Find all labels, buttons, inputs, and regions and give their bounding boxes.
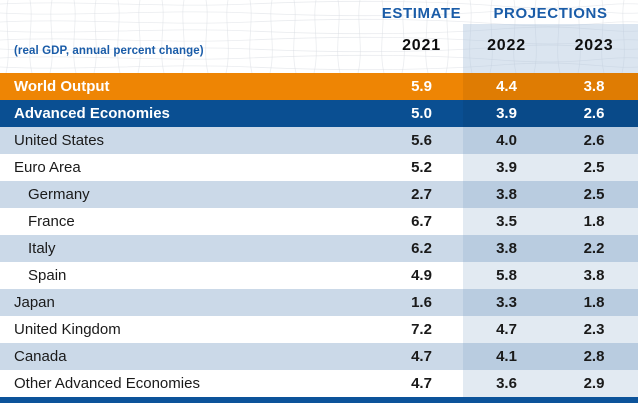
estimate-column-header: ESTIMATE — [381, 5, 462, 22]
gdp-value-2022: 4.0 — [463, 127, 550, 154]
table-row: Germany 2.7 3.8 2.5 — [0, 181, 638, 208]
gdp-value-2023: 2.6 — [550, 127, 638, 154]
economy-label: United Kingdom — [14, 321, 121, 338]
economy-label: France — [28, 213, 75, 230]
table-row: France 6.7 3.5 1.8 — [0, 208, 638, 235]
gdp-value-2022: 4.4 — [463, 73, 550, 100]
economy-label: Spain — [28, 267, 67, 284]
gdp-value-2022: 3.5 — [463, 208, 550, 235]
economy-label: Italy — [28, 240, 56, 257]
table-row: United Kingdom 7.2 4.7 2.3 — [0, 316, 638, 343]
table-row: Italy 6.2 3.8 2.2 — [0, 235, 638, 262]
economy-label: Japan — [14, 294, 55, 311]
economy-label: World Output — [14, 78, 110, 95]
bottom-accent-bar — [0, 397, 638, 403]
table-row: Spain 4.9 5.8 3.8 — [0, 262, 638, 289]
economy-label: United States — [14, 132, 105, 149]
table-row: Advanced Economies 5.0 3.9 2.6 — [0, 100, 638, 127]
projections-column-header: PROJECTIONS — [493, 5, 608, 22]
table-row: Other Advanced Economies 4.7 3.6 2.9 — [0, 370, 638, 397]
gdp-value-2022: 3.8 — [463, 181, 550, 208]
table-row: Japan 1.6 3.3 1.8 — [0, 289, 638, 316]
gdp-value-2022: 3.3 — [463, 289, 550, 316]
gdp-value-2022: 4.7 — [463, 316, 550, 343]
gdp-value-2021: 6.2 — [411, 240, 432, 257]
economy-label: Germany — [28, 186, 90, 203]
gdp-value-2023: 2.6 — [550, 100, 638, 127]
year-header-2021: 2021 — [402, 37, 441, 54]
gdp-value-2021: 5.9 — [411, 78, 432, 95]
gdp-value-2021: 7.2 — [411, 321, 432, 338]
table-row: Canada 4.7 4.1 2.8 — [0, 343, 638, 370]
gdp-value-2022: 3.9 — [463, 154, 550, 181]
gdp-value-2023: 1.8 — [550, 289, 638, 316]
gdp-value-2021: 4.7 — [411, 348, 432, 365]
economy-label: Advanced Economies — [14, 105, 170, 122]
year-header-2022: 2022 — [487, 37, 526, 54]
table-subtitle: (real GDP, annual percent change) — [14, 45, 204, 57]
table-row: United States 5.6 4.0 2.6 — [0, 127, 638, 154]
gdp-value-2023: 3.8 — [550, 73, 638, 100]
gdp-value-2021: 5.2 — [411, 159, 432, 176]
gdp-value-2023: 2.3 — [550, 316, 638, 343]
gdp-value-2021: 4.7 — [411, 375, 432, 392]
economy-label: Canada — [14, 348, 67, 365]
year-header-2023: 2023 — [574, 37, 614, 54]
projections-highlight-band — [463, 24, 638, 73]
table-row: World Output 5.9 4.4 3.8 — [0, 73, 638, 100]
gdp-value-2023: 2.8 — [550, 343, 638, 370]
gdp-value-2022: 5.8 — [463, 262, 550, 289]
gdp-value-2022: 4.1 — [463, 343, 550, 370]
economy-label: Euro Area — [14, 159, 81, 176]
contour-mesh-background — [0, 0, 638, 73]
gdp-value-2023: 2.5 — [550, 181, 638, 208]
gdp-value-2023: 1.8 — [550, 208, 638, 235]
gdp-value-2023: 2.5 — [550, 154, 638, 181]
table-body: World Output 5.9 4.4 3.8 Advanced Econom… — [0, 73, 638, 397]
gdp-value-2021: 5.6 — [411, 132, 432, 149]
gdp-value-2023: 3.8 — [550, 262, 638, 289]
gdp-value-2022: 3.9 — [463, 100, 550, 127]
gdp-value-2021: 6.7 — [411, 213, 432, 230]
table-row: Euro Area 5.2 3.9 2.5 — [0, 154, 638, 181]
gdp-value-2023: 2.9 — [550, 370, 638, 397]
gdp-value-2022: 3.8 — [463, 235, 550, 262]
economy-label: Other Advanced Economies — [14, 375, 200, 392]
gdp-value-2021: 4.9 — [411, 267, 432, 284]
gdp-value-2023: 2.2 — [550, 235, 638, 262]
gdp-value-2021: 5.0 — [411, 105, 432, 122]
gdp-value-2021: 2.7 — [411, 186, 432, 203]
gdp-value-2022: 3.6 — [463, 370, 550, 397]
gdp-value-2021: 1.6 — [411, 294, 432, 311]
